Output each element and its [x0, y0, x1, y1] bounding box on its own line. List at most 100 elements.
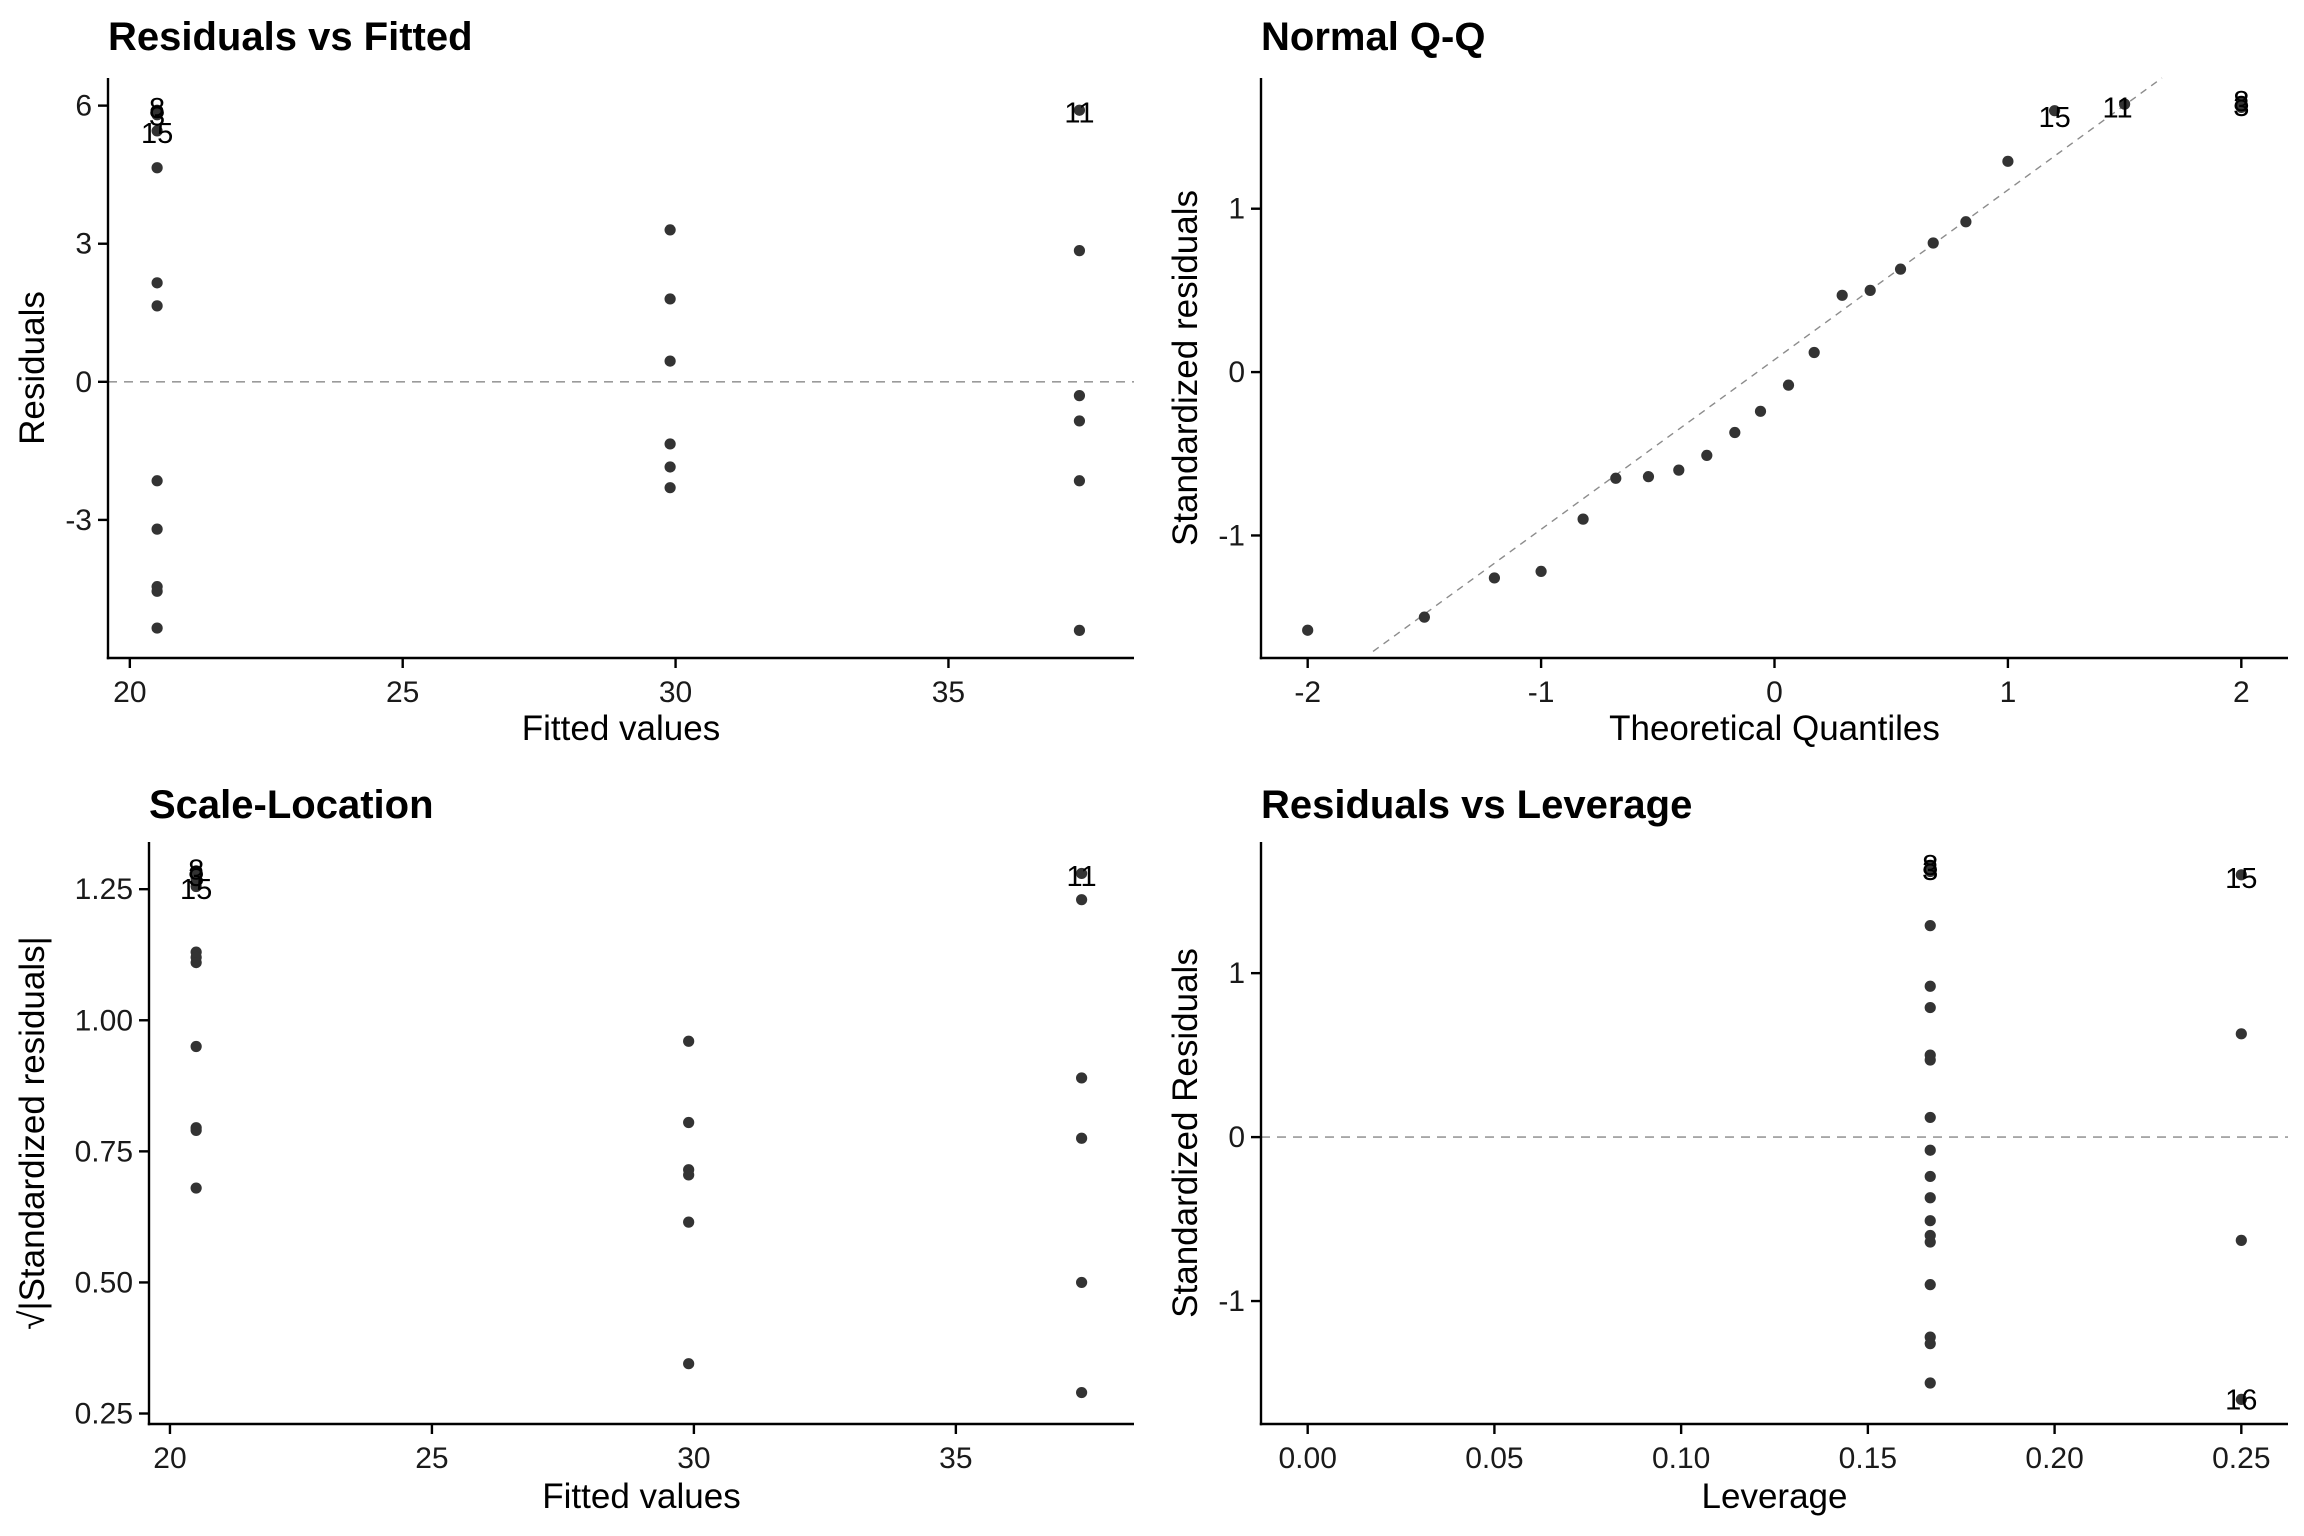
y-tick-label: 1: [1228, 193, 1245, 226]
data-point: [664, 224, 676, 236]
data-point: [1418, 611, 1430, 623]
y-axis-title: Standardized residuals: [1166, 190, 1205, 546]
data-point: [2048, 105, 2061, 117]
data-point: [1808, 346, 1820, 359]
point-label: 8: [2233, 86, 2249, 118]
qq-reference-line: [1372, 77, 2163, 653]
panel-normal-qq: Normal Q-Q -2 -1 0 1 2 1 0 -1 Theoretical Quantil…: [1166, 15, 2288, 748]
chart-title: Residuals vs Fitted: [108, 15, 473, 59]
x-tick-label: 20: [113, 676, 146, 709]
data-point: [683, 1169, 695, 1181]
point-label: 15: [2225, 863, 2257, 895]
y-axis-title: Standardized Residuals: [1166, 948, 1205, 1318]
data-point: [2235, 1393, 2247, 1406]
data-point: [1864, 284, 1876, 296]
data-point: [1924, 1377, 1936, 1389]
y-tick-label: 1.00: [75, 1004, 133, 1037]
chart-title: Normal Q-Q: [1261, 15, 1485, 59]
data-point: [151, 585, 163, 597]
x-tick-label: 35: [932, 676, 965, 709]
point-label: 11: [1064, 98, 1094, 130]
point-label: 8: [1922, 850, 1938, 882]
data-point: [1073, 245, 1086, 257]
point-label: 11: [2103, 92, 2133, 124]
x-axis-title: Leverage: [1702, 1477, 1848, 1516]
data-point: [1488, 572, 1501, 584]
data-point: [1076, 1276, 1088, 1289]
y-tick-label: 0: [1228, 1121, 1245, 1154]
data-point: [1924, 1338, 1936, 1350]
data-point: [190, 1040, 202, 1053]
data-point: [683, 1216, 695, 1228]
data-point: [664, 355, 676, 367]
data-point: [1924, 1215, 1936, 1227]
data-point: [1894, 263, 1907, 275]
point-label: 11: [1067, 861, 1097, 893]
data-point: [1754, 405, 1767, 417]
data-point: [2119, 98, 2131, 110]
data-point: [151, 622, 163, 634]
data-point: [2235, 101, 2247, 114]
data-point: [190, 956, 202, 969]
x-tick-label: 2: [2233, 676, 2250, 709]
data-point: [1927, 237, 1939, 249]
y-tick-label: -3: [65, 504, 92, 537]
x-axis-title: Fitted values: [522, 709, 720, 748]
data-point: [1924, 1054, 1936, 1066]
data-point: [151, 109, 163, 121]
point-label: 16: [2225, 1384, 2257, 1416]
point-label: 15: [180, 874, 212, 906]
data-point: [1960, 216, 1972, 228]
data-point: [2235, 869, 2247, 881]
y-tick-label: 0.75: [75, 1135, 133, 1168]
y-tick-label: 0.50: [75, 1266, 133, 1299]
point-label: 8: [149, 93, 165, 125]
data-point: [1924, 1236, 1936, 1248]
y-tick-label: 1: [1228, 957, 1245, 990]
y-tick-label: 0: [75, 366, 92, 399]
x-tick-label: 0.15: [1839, 1442, 1897, 1475]
data-point: [1073, 415, 1086, 427]
data-point: [1729, 426, 1741, 439]
y-tick-label: 0: [1228, 356, 1245, 389]
data-point: [1073, 624, 1086, 636]
x-tick-label: 0: [1766, 676, 1783, 709]
data-point: [151, 125, 163, 137]
x-tick-label: -2: [1294, 676, 1321, 709]
data-point: [1076, 894, 1088, 906]
data-point: [1076, 1132, 1088, 1144]
x-tick-label: 35: [939, 1442, 972, 1475]
panel-scale-location: Scale-Location 20 25 30 35 1.25 1.00 0.75 0.50 0.…: [13, 783, 1134, 1516]
data-point: [151, 162, 163, 174]
x-tick-label: 30: [677, 1442, 710, 1475]
data-point: [1076, 1386, 1088, 1399]
data-point: [190, 873, 202, 885]
x-tick-label: 0.10: [1652, 1442, 1710, 1475]
x-tick-label: 0.00: [1278, 1442, 1336, 1475]
data-point: [2002, 155, 2014, 167]
data-point: [1073, 390, 1086, 402]
data-point: [190, 1182, 202, 1194]
data-point: [683, 1116, 695, 1129]
data-point: [1924, 865, 1936, 878]
data-point: [664, 482, 676, 494]
data-point: [190, 1124, 202, 1136]
data-point: [1836, 289, 1848, 301]
data-point: [664, 461, 676, 473]
point-label: 3: [1922, 855, 1938, 887]
data-point: [664, 438, 676, 450]
data-point: [151, 523, 163, 535]
point-label: 15: [2038, 102, 2070, 134]
chart-title: Scale-Location: [149, 783, 434, 827]
data-point: [1924, 1001, 1936, 1014]
data-point: [1924, 1111, 1936, 1124]
x-tick-label: 0.05: [1465, 1442, 1523, 1475]
point-label: 3: [149, 101, 165, 133]
data-point: [1782, 379, 1795, 391]
point-label: 8: [188, 854, 204, 886]
y-tick-label: 0.25: [75, 1398, 133, 1431]
data-point: [190, 865, 202, 877]
x-axis-title: Fitted values: [542, 1477, 740, 1516]
data-point: [1673, 464, 1685, 476]
data-point: [1924, 980, 1936, 992]
